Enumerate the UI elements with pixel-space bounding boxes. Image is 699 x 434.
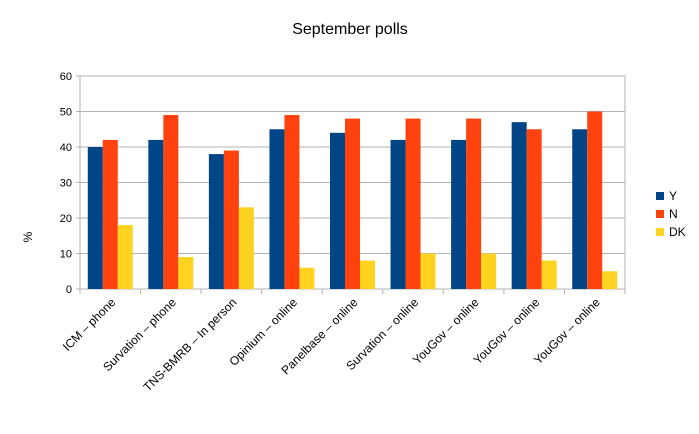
y-tick-label: 10 xyxy=(60,249,72,261)
y-tick-label: 40 xyxy=(60,142,72,154)
chart-title: September polls xyxy=(292,21,408,38)
bar-n xyxy=(345,118,360,289)
bar-dk xyxy=(541,260,557,289)
y-tick-label: 0 xyxy=(66,284,72,296)
x-tick-label: ICM – phone xyxy=(60,295,119,354)
legend: YN DK xyxy=(656,189,686,239)
bar-dk xyxy=(360,260,375,289)
legend-label: N xyxy=(669,207,678,221)
bar-y xyxy=(87,147,103,289)
bars xyxy=(87,111,618,290)
bar-dk xyxy=(481,253,497,289)
x-tick-label: YouGov – online xyxy=(531,295,603,367)
bar-n xyxy=(466,118,482,289)
bar-dk xyxy=(299,267,315,289)
bar-dk xyxy=(238,207,254,289)
legend-label: DK xyxy=(669,225,686,239)
y-tick-label: 30 xyxy=(60,178,72,190)
legend-swatch-y xyxy=(656,192,664,200)
y-tick-label: 60 xyxy=(60,71,72,83)
legend-label: Y xyxy=(669,189,677,203)
bar-y xyxy=(390,139,406,289)
bar-dk xyxy=(117,225,133,289)
bar-y xyxy=(148,139,164,289)
bar-y xyxy=(208,154,224,289)
legend-swatch-n xyxy=(656,210,664,218)
bar-y xyxy=(269,129,285,289)
y-tick-label: 20 xyxy=(60,213,72,225)
bar-dk xyxy=(602,271,618,289)
bar-n xyxy=(102,139,118,289)
bar-n xyxy=(405,118,421,289)
bar-dk xyxy=(178,257,194,289)
legend-swatch-dk xyxy=(656,228,664,236)
bar-y xyxy=(511,122,527,290)
bar-n xyxy=(526,129,542,289)
bar-n xyxy=(163,115,179,289)
bar-y xyxy=(451,139,467,289)
bar-y xyxy=(330,132,345,289)
y-tick-label: 50 xyxy=(60,107,72,119)
bar-dk xyxy=(420,253,436,289)
bar-n xyxy=(223,150,239,289)
bar-n xyxy=(284,115,300,289)
bar-n xyxy=(587,111,603,289)
bar-y xyxy=(572,129,588,289)
y-axis-label: % xyxy=(21,231,35,242)
